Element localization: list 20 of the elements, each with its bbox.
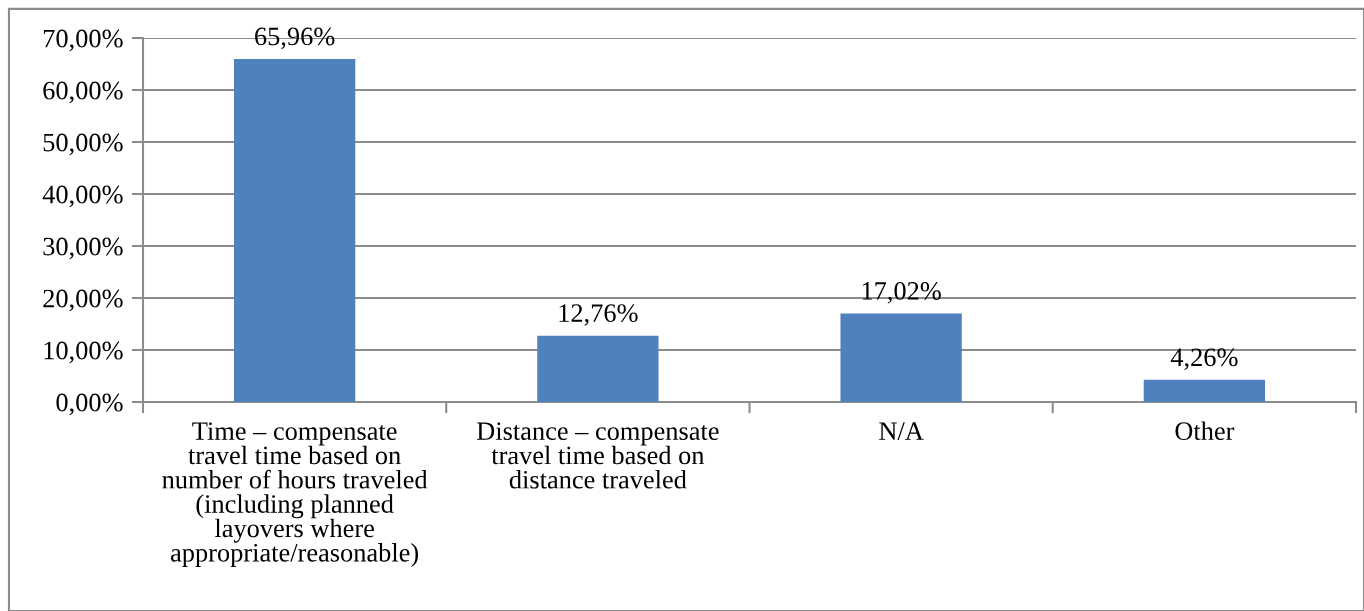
data-label: 4,26% xyxy=(1170,348,1238,370)
y-tick-label: 0,00% xyxy=(56,393,123,416)
x-tick-label: Other xyxy=(1175,421,1235,441)
y-tick-label: 20,00% xyxy=(43,289,123,312)
bar xyxy=(537,335,659,402)
y-tick-label: 70,00% xyxy=(43,29,123,52)
y-tick-label: 50,00% xyxy=(43,133,123,156)
x-tick-label: N/A xyxy=(879,422,924,441)
data-label: 12,76% xyxy=(559,304,638,326)
bar xyxy=(233,59,356,402)
data-label: 65,96% xyxy=(255,27,335,50)
x-tick-label: Distance – compensate travel time based on distance traveled xyxy=(476,422,719,489)
y-tick-label: 10,00% xyxy=(44,341,123,364)
x-tick-label: Time – compensate travel time based on number of hours traveled (including planned layovers where appropriate/reasonable) xyxy=(162,422,428,568)
bar xyxy=(840,313,962,402)
y-tick-label: 60,00% xyxy=(43,81,123,104)
bar xyxy=(1143,379,1266,402)
y-tick-label: 40,00% xyxy=(42,185,123,208)
y-tick-label: 30,00% xyxy=(43,237,123,260)
data-label: 17,02% xyxy=(862,281,941,304)
